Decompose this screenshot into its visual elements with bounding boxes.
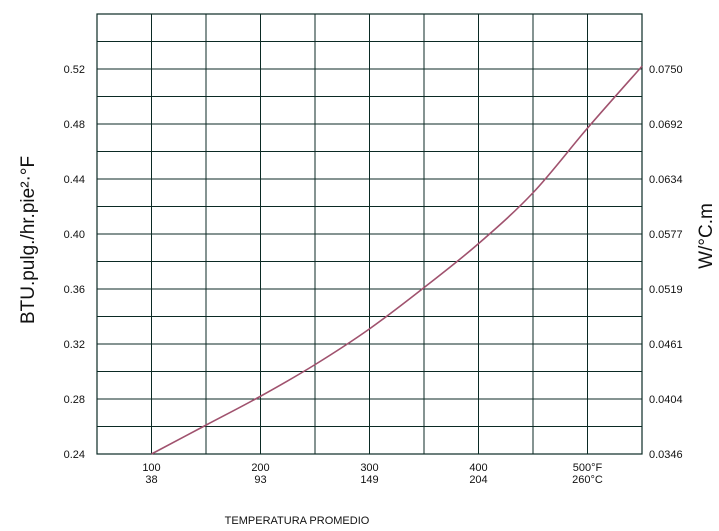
x-tick-label-celsius: 260°C (572, 474, 603, 486)
series-line (151, 65, 643, 455)
y-tick-label-right: 0.0404 (649, 394, 683, 406)
y-tick-label-left: 0.36 (64, 284, 85, 296)
x-tick-label-celsius: 149 (360, 474, 378, 486)
x-tick-label-celsius: 38 (145, 474, 157, 486)
x-axis-title: TEMPERATURA PROMEDIO (225, 515, 370, 527)
y-tick-label-left: 0.52 (64, 64, 85, 76)
x-tick-label-fahrenheit: 400 (469, 462, 487, 474)
x-tick-label-fahrenheit: 500°F (573, 462, 603, 474)
y-tick-label-right: 0.0634 (649, 174, 683, 186)
x-tick-label-fahrenheit: 200 (251, 462, 269, 474)
y-tick-label-right: 0.0750 (649, 64, 683, 76)
y-tick-label-left: 0.28 (64, 394, 85, 406)
y-tick-label-right: 0.0577 (649, 229, 683, 241)
y-tick-label-right: 0.0346 (649, 449, 683, 461)
y-tick-label-left: 0.44 (64, 174, 85, 186)
right-axis-ticks: 0.0346 0.0404 0.0461 0.0519 0.0577 0.0634 0.06… (649, 64, 683, 461)
grid (97, 14, 642, 454)
x-tick-label-fahrenheit: 100 (142, 462, 160, 474)
y-axis-title-right: W/°C.m (696, 203, 717, 269)
y-axis-title-left: BTU.pulg./hr.pie²·°F (18, 156, 39, 324)
y-tick-label-left: 0.48 (64, 119, 85, 131)
x-tick-label-celsius: 93 (254, 474, 266, 486)
y-tick-label-right: 0.0692 (649, 119, 683, 131)
y-tick-label-left: 0.32 (64, 339, 85, 351)
plot-frame (96, 13, 643, 455)
y-tick-label-left: 0.40 (64, 229, 85, 241)
x-tick-label-celsius: 204 (469, 474, 487, 486)
y-tick-label-right: 0.0519 (649, 284, 683, 296)
y-tick-label-right: 0.0461 (649, 339, 683, 351)
x-tick-label-fahrenheit: 300 (360, 462, 378, 474)
y-tick-label-left: 0.24 (64, 449, 85, 461)
left-axis-ticks: 0.24 0.28 0.32 0.36 0.40 0.44 0.48 0.52 (64, 64, 85, 461)
